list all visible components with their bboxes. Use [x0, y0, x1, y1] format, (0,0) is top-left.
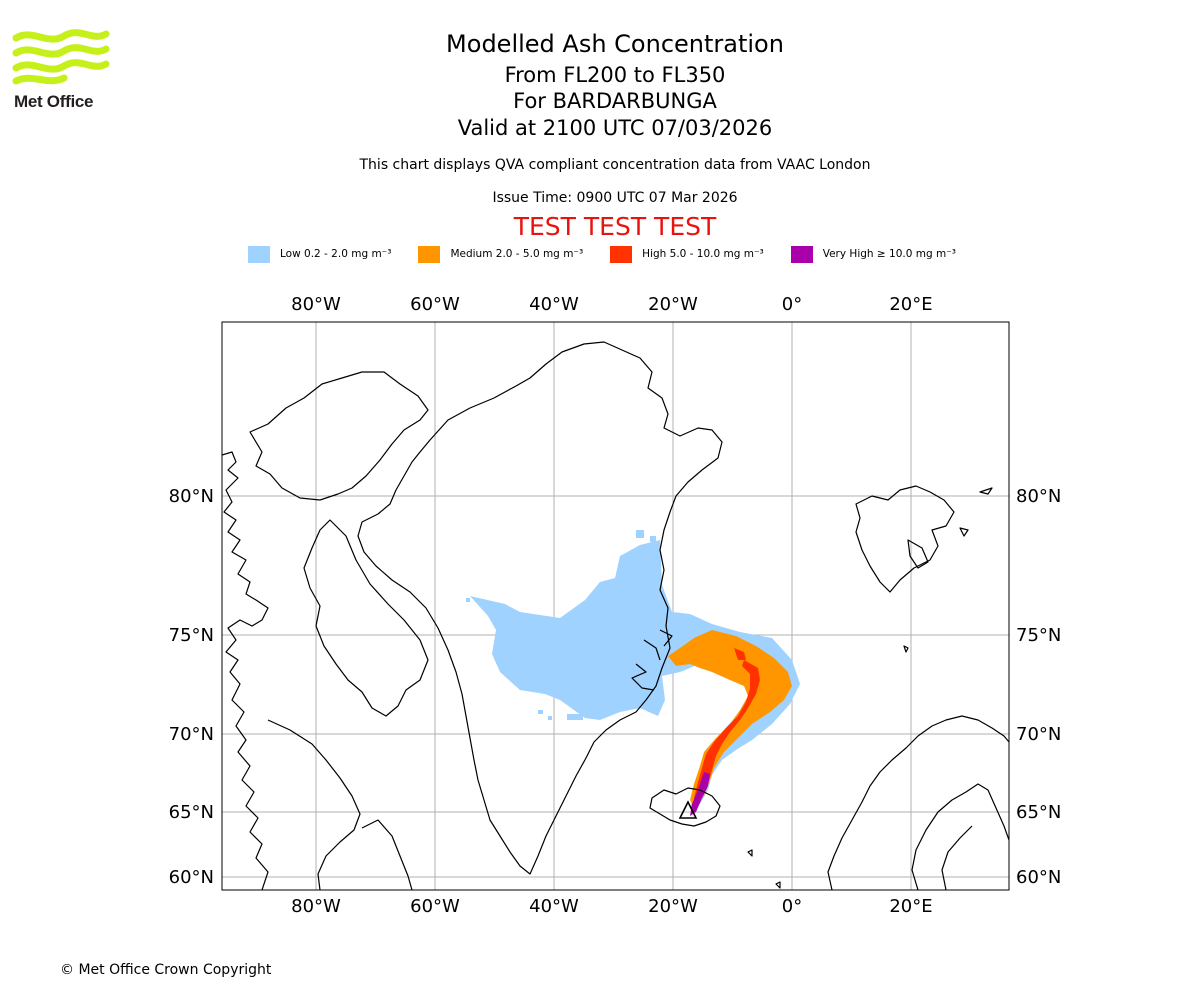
lat-label-right-75n: 75°N	[1016, 625, 1061, 646]
ash-high-area	[694, 660, 760, 808]
qva-note: This chart displays QVA compliant concen…	[359, 157, 871, 173]
ash-low-specks	[466, 530, 656, 720]
lat-label-left-80n: 80°N	[169, 486, 214, 507]
coastline-jan-mayen	[903, 645, 909, 653]
lon-labels-bottom: 80°W 60°W 40°W 20°W 0° 20°E	[291, 896, 932, 917]
legend-item-high: High 5.0 - 10.0 mg m⁻³	[610, 245, 764, 263]
legend-item-very-high: Very High ≥ 10.0 mg m⁻³	[790, 245, 956, 263]
lat-label-right-80n: 80°N	[1016, 486, 1061, 507]
ash-medium-area	[668, 630, 792, 808]
lat-label-left-75n: 75°N	[169, 625, 214, 646]
meridian-gridlines	[315, 322, 912, 890]
coastline-iceland	[649, 787, 721, 827]
coastline-svalbard-east	[907, 539, 929, 569]
lon-label-top-0: 0°	[782, 294, 802, 315]
lon-label-bottom-40w: 40°W	[529, 896, 579, 917]
volcano-marker-icon	[678, 800, 698, 819]
lon-label-top-40w: 40°W	[529, 294, 579, 315]
lon-label-bottom-20w: 20°W	[648, 896, 698, 917]
coastline-scandinavia	[827, 715, 1009, 890]
legend-swatch-very-high	[790, 245, 813, 263]
copyright: © Met Office Crown Copyright	[60, 962, 272, 978]
lat-label-left-65n: 65°N	[169, 802, 214, 823]
legend-swatch-medium	[418, 245, 441, 263]
lon-label-top-60w: 60°W	[410, 294, 460, 315]
coastline-labrador	[361, 819, 413, 890]
coastline-hudson-area	[267, 719, 361, 890]
legend-label-high: High 5.0 - 10.0 mg m⁻³	[642, 248, 764, 260]
legend-label-medium: Medium 2.0 - 5.0 mg m⁻³	[450, 248, 584, 260]
coastline-baffin-island	[303, 519, 429, 717]
lat-label-left-70n: 70°N	[169, 724, 214, 745]
lat-labels-left: 80°N 75°N 70°N 65°N 60°N	[169, 486, 214, 888]
lon-label-bottom-60w: 60°W	[410, 896, 460, 917]
issue-time: Issue Time: 0900 UTC 07 Mar 2026	[492, 190, 738, 206]
coastlines	[222, 341, 1009, 890]
lat-label-right-60n: 60°N	[1016, 867, 1061, 888]
lon-label-bottom-20e: 20°E	[889, 896, 932, 917]
coastline-ellesmere	[249, 371, 429, 501]
legend-label-very-high: Very High ≥ 10.0 mg m⁻³	[822, 248, 956, 260]
lon-label-top-20w: 20°W	[648, 294, 698, 315]
lat-label-left-60n: 60°N	[169, 867, 214, 888]
lon-label-top-20e: 20°E	[889, 294, 932, 315]
coastline-nordaustlandet	[959, 487, 993, 537]
valid-time: Valid at 2100 UTC 07/03/2026	[457, 116, 773, 140]
lat-label-right-70n: 70°N	[1016, 724, 1061, 745]
ash-high-spot	[734, 648, 746, 660]
lat-labels-right: 80°N 75°N 70°N 65°N 60°N	[1016, 486, 1061, 888]
legend: Low 0.2 - 2.0 mg m⁻³ Medium 2.0 - 5.0 mg…	[248, 244, 956, 264]
flight-level-range: From FL200 to FL350	[504, 63, 726, 87]
coastline-faroes	[747, 849, 781, 889]
legend-item-medium: Medium 2.0 - 5.0 mg m⁻³	[418, 245, 584, 263]
coastline-svalbard	[855, 485, 955, 593]
lon-label-bottom-0: 0°	[782, 896, 802, 917]
chart-title: Modelled Ash Concentration	[446, 30, 784, 58]
test-banner: TEST TEST TEST	[513, 212, 717, 241]
volcano-name: For BARDARBUNGA	[513, 89, 717, 113]
coastline-greenland-fjords	[631, 629, 673, 691]
legend-item-low: Low 0.2 - 2.0 mg m⁻³	[248, 245, 392, 263]
lat-label-right-65n: 65°N	[1016, 802, 1061, 823]
coastline-bothnia	[941, 825, 973, 890]
legend-label-low: Low 0.2 - 2.0 mg m⁻³	[280, 248, 392, 260]
coastline-canada	[222, 451, 269, 890]
map-frame	[221, 321, 1010, 891]
legend-swatch-high	[610, 245, 633, 263]
lon-labels-top: 80°W 60°W 40°W 20°W 0° 20°E	[291, 294, 932, 315]
coastline-sweden-finland	[911, 783, 1009, 890]
legend-swatch-low	[248, 245, 270, 263]
ash-very-high-area	[690, 772, 710, 816]
coastline-greenland	[357, 341, 723, 875]
met-office-waves-icon	[12, 29, 110, 85]
logo-text: Met Office	[14, 92, 94, 111]
lon-label-top-80w: 80°W	[291, 294, 341, 315]
met-office-logo: Met Office	[12, 28, 112, 118]
lon-label-bottom-80w: 80°W	[291, 896, 341, 917]
